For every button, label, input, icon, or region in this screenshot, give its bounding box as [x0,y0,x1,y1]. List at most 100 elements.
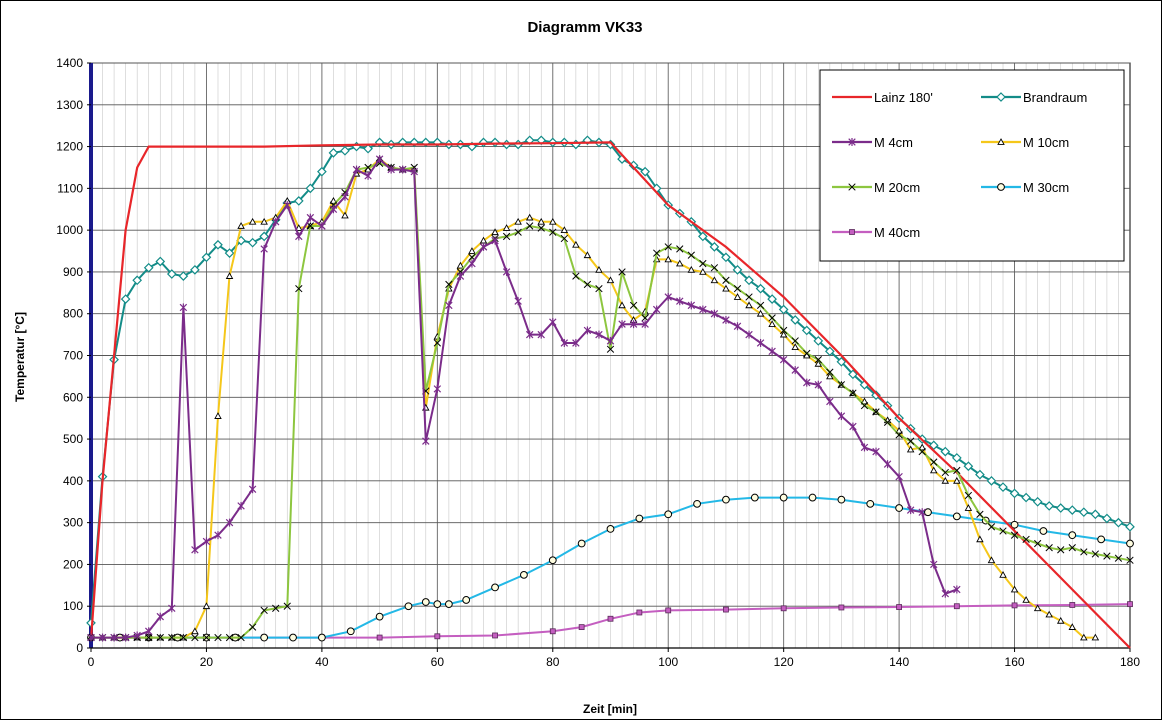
data-point [583,326,592,335]
legend-label: M 4cm [874,135,913,150]
series-group [87,159,1134,642]
data-point [930,458,938,466]
data-point [1080,633,1088,641]
x-axis-label: Zeit [min] [583,702,637,716]
x-tick-label: 160 [1005,655,1025,669]
data-point [768,347,776,356]
legend-marker [848,138,856,146]
data-point [791,337,799,345]
data-point [572,272,580,280]
legend-label: Brandraum [1023,90,1087,105]
y-tick-label: 1100 [57,181,83,195]
data-point [998,482,1008,492]
data-point [1045,610,1053,618]
data-point [1021,492,1031,503]
data-point [699,259,707,268]
data-point [629,320,638,329]
data-point [445,280,453,289]
data-point [514,228,522,236]
data-point [987,556,996,564]
data-point [653,249,661,257]
data-point [283,602,291,610]
data-point [860,443,869,452]
data-point [340,145,350,156]
data-point [190,264,200,275]
data-point [606,525,615,533]
data-point [866,499,875,508]
data-point [329,196,338,204]
data-point [836,356,847,367]
data-point [803,349,811,358]
series-group [87,493,1134,642]
data-point [132,275,143,286]
data-point [168,604,176,613]
data-point [687,301,696,310]
data-point [237,501,245,510]
data-point [225,633,234,642]
data-point [201,252,212,263]
data-point [328,147,339,158]
data-point [491,236,499,245]
data-point [687,251,695,259]
data-point [896,604,903,610]
data-point [676,245,684,253]
series-group [87,155,961,642]
data-point [398,165,407,174]
data-point [664,510,673,519]
data-point [640,166,650,177]
data-point [525,213,534,221]
data-point [144,627,153,636]
data-point [618,320,626,329]
data-point [790,315,801,325]
data-point [1068,531,1077,540]
data-point [848,369,858,380]
data-point [214,412,222,419]
data-point [883,460,892,469]
data-point [618,301,626,309]
data-point [907,437,915,445]
data-point [155,256,166,267]
data-point [1102,513,1112,524]
y-tick-label: 1400 [56,56,83,70]
data-point [636,609,643,616]
data-point [744,275,754,286]
data-point [1125,521,1135,532]
x-tick-label: 40 [315,655,329,669]
data-point [306,222,314,230]
data-point [1069,602,1076,608]
data-point [722,315,730,324]
data-point [756,309,765,317]
data-point [745,293,753,301]
data-point [577,539,586,548]
data-point [537,217,545,225]
data-point [952,512,961,521]
data-point [306,213,315,222]
data-point [191,633,199,642]
data-point [1010,531,1019,539]
data-point [895,431,903,439]
data-point [779,330,788,338]
data-point [1056,616,1065,624]
data-point [283,201,291,210]
data-point [664,293,672,301]
data-point [143,262,154,273]
data-point [1068,623,1077,630]
data-point [918,447,926,456]
data-point [918,508,926,517]
x-tick-label: 100 [658,655,678,669]
data-point [664,243,672,251]
data-point [595,284,603,293]
data-point [479,242,488,251]
data-point [179,633,188,642]
data-point [237,222,245,229]
data-point [260,606,268,615]
data-point [1045,544,1053,552]
data-point [693,499,701,508]
data-point [248,217,257,225]
y-tick-label: 100 [63,599,83,613]
data-point [1022,535,1030,544]
data-point [329,205,338,214]
data-point [583,251,592,259]
data-point [260,217,268,225]
